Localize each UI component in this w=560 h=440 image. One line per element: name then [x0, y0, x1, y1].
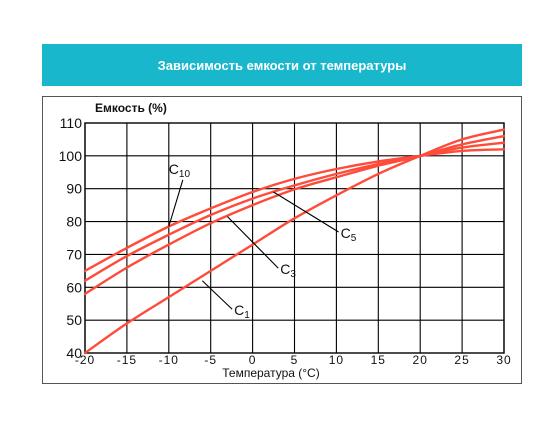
series-line-c1 — [83, 128, 506, 355]
x-tick-label: -5 — [204, 353, 217, 367]
annotation-label-c1: C1 — [234, 302, 250, 321]
y-tick-label: 60 — [66, 279, 82, 295]
y-tick-label: 110 — [60, 115, 83, 131]
x-tick-label: 30 — [496, 353, 511, 367]
plot-border — [84, 122, 505, 354]
x-tick-label: 5 — [291, 353, 299, 367]
y-tick-label: 70 — [66, 246, 82, 262]
chart-panel: C10 C5 C3 C1 40 50 60 70 80 90 100 110 -20 -15 -10 -5 0… — [42, 96, 522, 384]
capacity-temperature-chart: C10 C5 C3 C1 40 50 60 70 80 90 100 110 -20 -15 -10 -5 0… — [59, 101, 511, 380]
x-tick-label: -20 — [75, 353, 95, 367]
annotation-label-c3: C3 — [280, 261, 296, 280]
series-line-c3 — [83, 134, 506, 296]
x-tick-label: 25 — [454, 353, 469, 367]
curves — [83, 128, 506, 355]
x-tick-label: -15 — [117, 353, 137, 367]
x-tick-label: 15 — [371, 353, 386, 367]
y-axis-label: Емкость (%) — [95, 101, 167, 115]
chart-title-banner: Зависимость емкости от температуры — [42, 44, 522, 86]
tick-labels: 40 50 60 70 80 90 100 110 -20 -15 -10 -5 0 5 10 15 20 25 3… — [59, 115, 511, 367]
x-axis-label: Температура (°C) — [222, 366, 319, 380]
x-tick-label: 20 — [413, 353, 428, 367]
x-tick-label: 10 — [329, 353, 344, 367]
y-tick-label: 90 — [66, 181, 82, 197]
annotation-pointer-c5 — [273, 191, 339, 233]
annotation-pointer-c3 — [227, 216, 279, 269]
annotation-label-c10: C10 — [169, 161, 191, 180]
annotation-pointer-c10 — [168, 179, 184, 227]
annotations: C10 C5 C3 C1 — [168, 161, 357, 321]
annotation-label-c5: C5 — [341, 225, 357, 244]
chart-title: Зависимость емкости от температуры — [157, 57, 407, 73]
x-tick-label: -10 — [159, 353, 179, 367]
x-tick-label: 0 — [249, 353, 257, 367]
y-tick-label: 100 — [59, 148, 83, 164]
annotation-pointer-c1 — [201, 280, 233, 310]
y-tick-label: 80 — [66, 214, 82, 230]
y-tick-label: 50 — [66, 312, 82, 328]
y-tick-label: 40 — [66, 345, 82, 361]
